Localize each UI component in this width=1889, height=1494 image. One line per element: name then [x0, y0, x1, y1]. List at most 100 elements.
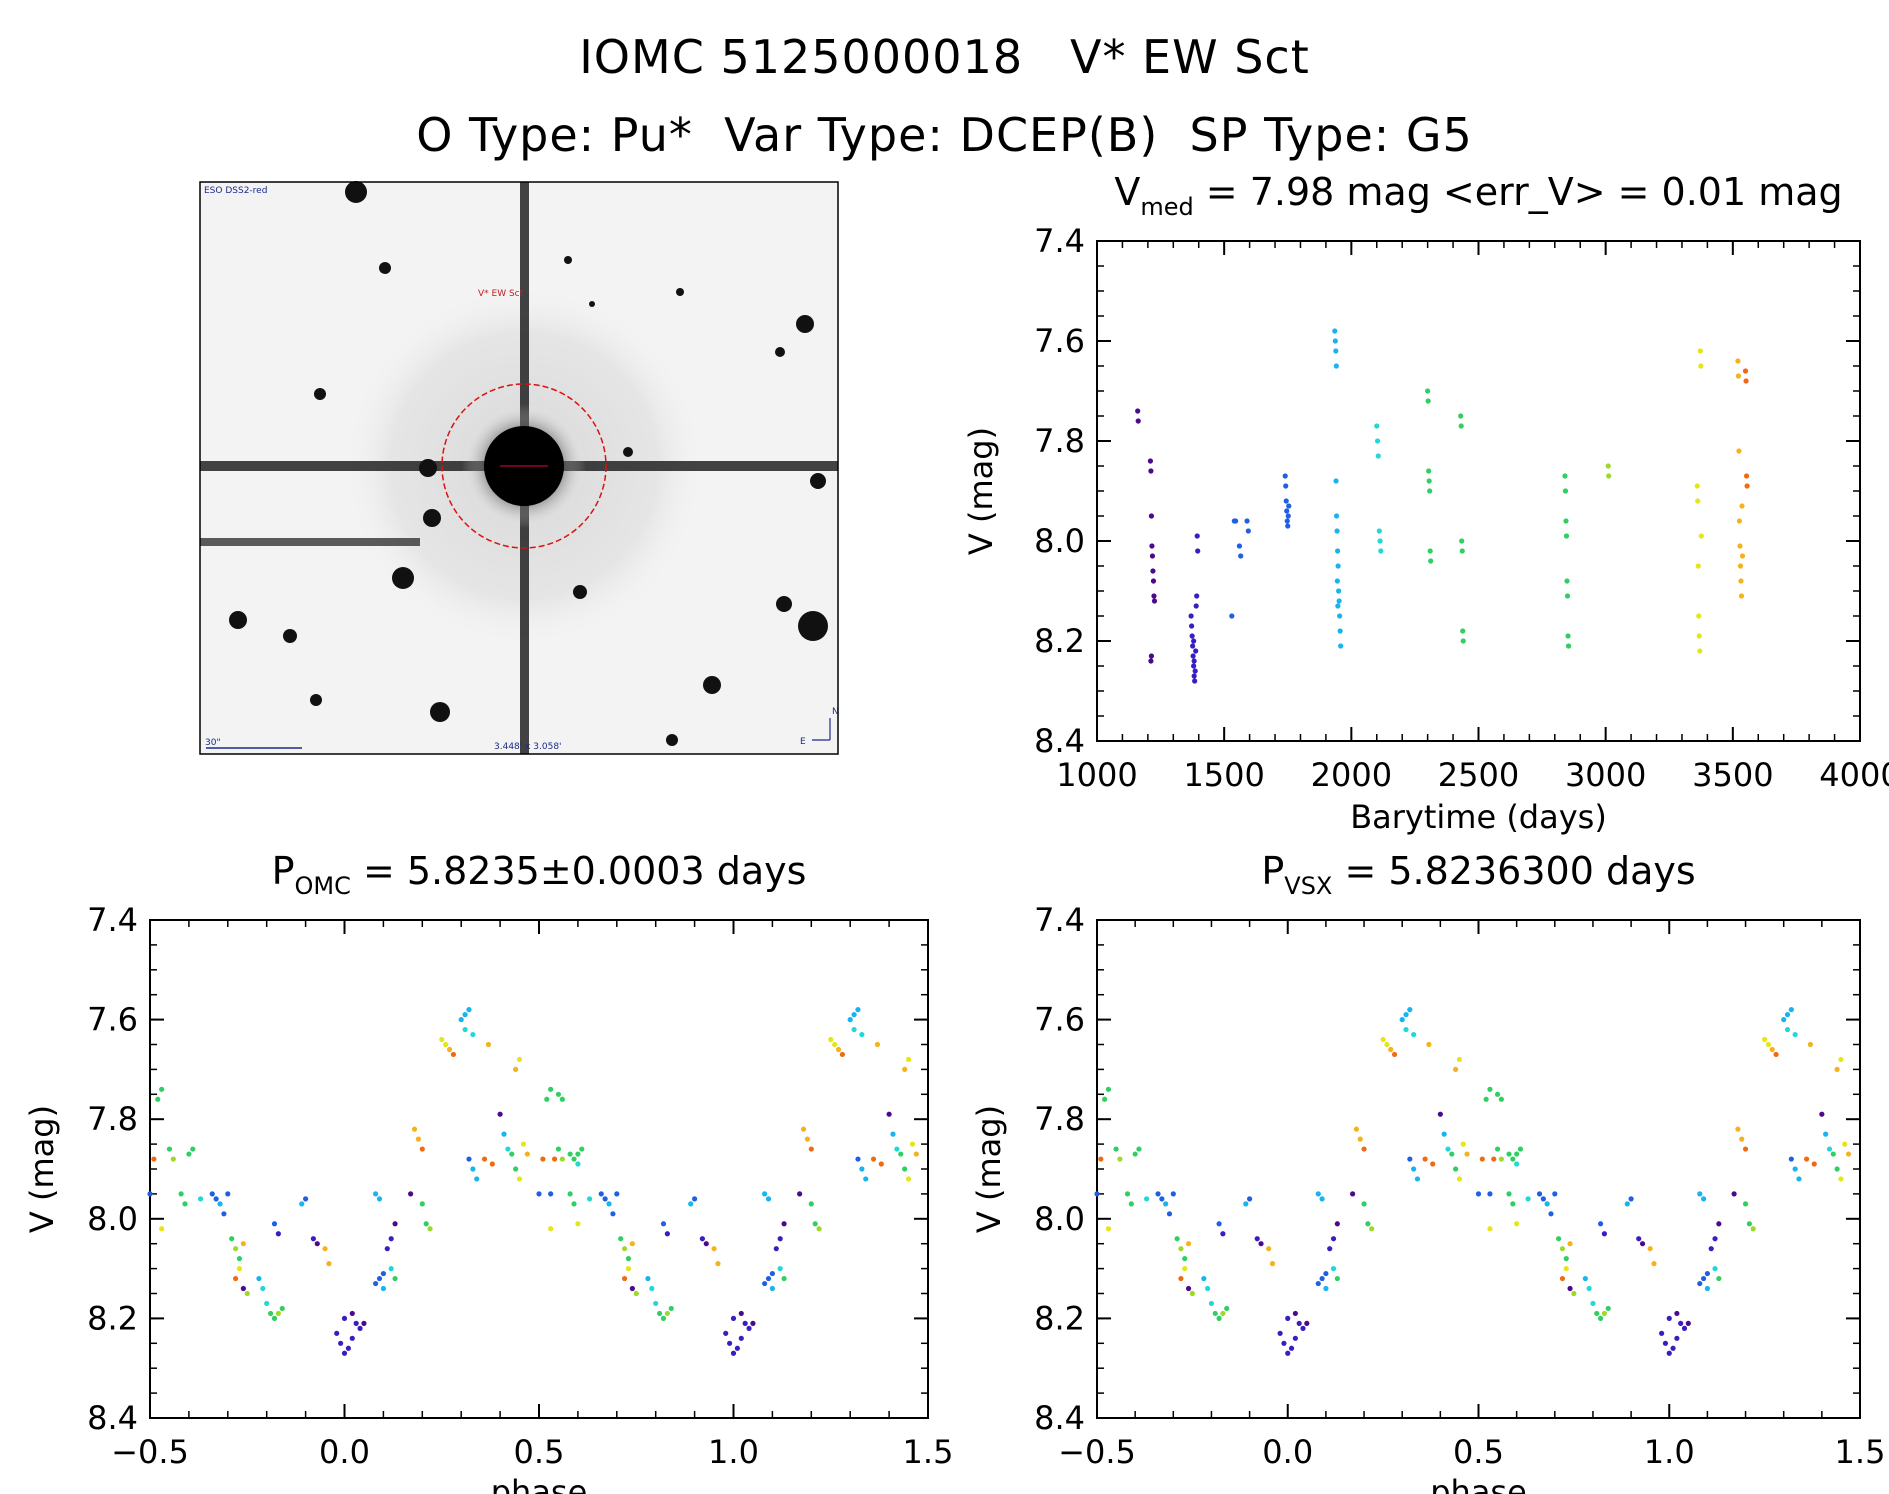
data-point: [197, 1196, 204, 1202]
data-point: [267, 1310, 274, 1317]
data-point: [275, 1310, 281, 1317]
data-point: [1563, 1256, 1569, 1262]
data-point: [1191, 673, 1197, 679]
field-star: [589, 301, 595, 307]
data-point: [1220, 1310, 1226, 1317]
data-point: [832, 1041, 838, 1048]
data-point: [279, 1305, 285, 1312]
data-point: [548, 1191, 554, 1197]
data-point: [621, 1275, 628, 1282]
data-point: [411, 1126, 418, 1132]
data-point: [1562, 488, 1569, 494]
data-point: [1220, 1231, 1226, 1237]
data-point: [1460, 628, 1466, 634]
data-point: [734, 1345, 740, 1351]
data-point: [1284, 518, 1290, 524]
data-point: [1334, 1221, 1340, 1227]
data-point: [497, 1111, 503, 1117]
field-star: [229, 611, 247, 629]
data-point: [1712, 1266, 1718, 1272]
data-point: [536, 1191, 542, 1197]
data-point: [236, 1266, 243, 1272]
plot-frame: [149, 919, 929, 1419]
data-point: [466, 1007, 472, 1013]
data-point: [1282, 473, 1288, 479]
data-point: [373, 1280, 379, 1287]
data-point: [1380, 1036, 1386, 1043]
data-point: [450, 1051, 457, 1058]
data-point: [1845, 1151, 1852, 1157]
data-point: [1407, 1007, 1413, 1013]
data-point: [769, 1270, 776, 1277]
data-point: [1563, 1266, 1569, 1272]
data-point: [1407, 1156, 1413, 1162]
data-point: [275, 1231, 281, 1237]
data-point: [1487, 1191, 1493, 1197]
data-point: [481, 1156, 488, 1162]
data-point: [509, 1151, 515, 1157]
data-point: [1361, 1146, 1367, 1152]
x-tick-label: 0.5: [1453, 1433, 1504, 1471]
data-point: [575, 1151, 581, 1157]
data-point: [1285, 523, 1291, 529]
data-point: [555, 1091, 562, 1097]
phase-vsx-panel: PVSX = 5.8236300 days −0.5 0.0 0.5 1.0 1.5 7.4…: [970, 849, 1885, 1494]
data-point: [1464, 1151, 1470, 1157]
data-point: [1441, 1131, 1447, 1137]
x-tick-label: 0.5: [514, 1433, 565, 1471]
data-point: [190, 1146, 196, 1152]
x-axis-label: phase: [491, 1473, 588, 1494]
data-point: [902, 1166, 908, 1172]
data-point: [610, 1211, 616, 1217]
x-tick-label: 0.0: [1262, 1433, 1313, 1471]
data-point: [1738, 578, 1744, 584]
data-point: [847, 1017, 853, 1023]
data-point: [147, 1191, 153, 1197]
data-point: [1744, 483, 1750, 489]
data-point: [380, 1270, 386, 1277]
data-point: [1708, 1246, 1714, 1252]
data-point: [1712, 1236, 1718, 1242]
data-point: [1244, 518, 1250, 524]
data-point: [1459, 538, 1465, 544]
data-point: [326, 1261, 332, 1267]
field-star: [703, 676, 721, 694]
data-point: [723, 1330, 729, 1336]
field-star: [310, 694, 322, 706]
data-point: [1639, 1241, 1646, 1247]
panel-title-rest: = 7.98 mag <err_V> = 0.01 mag: [1194, 170, 1843, 214]
data-point: [1422, 1156, 1428, 1162]
finder-target-label: V* EW Sct: [478, 289, 524, 299]
data-point: [1458, 423, 1464, 429]
x-tick-label: 1.0: [708, 1433, 759, 1471]
data-point: [1428, 558, 1434, 564]
data-point: [1296, 1320, 1302, 1326]
data-point: [1377, 538, 1383, 544]
data-point: [1597, 1221, 1604, 1227]
data-point: [625, 1256, 632, 1262]
compass-north-label: N: [832, 707, 839, 717]
finder-frame: [199, 181, 839, 755]
data-point: [1662, 1340, 1669, 1346]
y-tick-label: 7.8: [1034, 1100, 1085, 1138]
data-point: [1178, 1275, 1184, 1282]
data-point: [1792, 1166, 1798, 1172]
data-point: [1453, 1066, 1459, 1072]
data-point: [485, 1041, 492, 1048]
data-point: [828, 1036, 834, 1043]
data-point: [1191, 663, 1197, 669]
data-point: [1796, 1176, 1802, 1182]
data-point: [746, 1325, 752, 1331]
data-point: [730, 1315, 737, 1321]
data-point: [1567, 1241, 1573, 1247]
data-point: [1357, 1136, 1363, 1142]
data-point: [762, 1191, 768, 1197]
data-point: [1605, 1305, 1611, 1312]
y-tick-label: 8.2: [1034, 1299, 1085, 1337]
data-point: [1338, 643, 1344, 649]
data-point: [345, 1345, 351, 1351]
field-star: [283, 629, 297, 643]
data-point: [1559, 1246, 1566, 1252]
data-point: [1536, 1191, 1543, 1197]
data-point: [797, 1191, 803, 1197]
